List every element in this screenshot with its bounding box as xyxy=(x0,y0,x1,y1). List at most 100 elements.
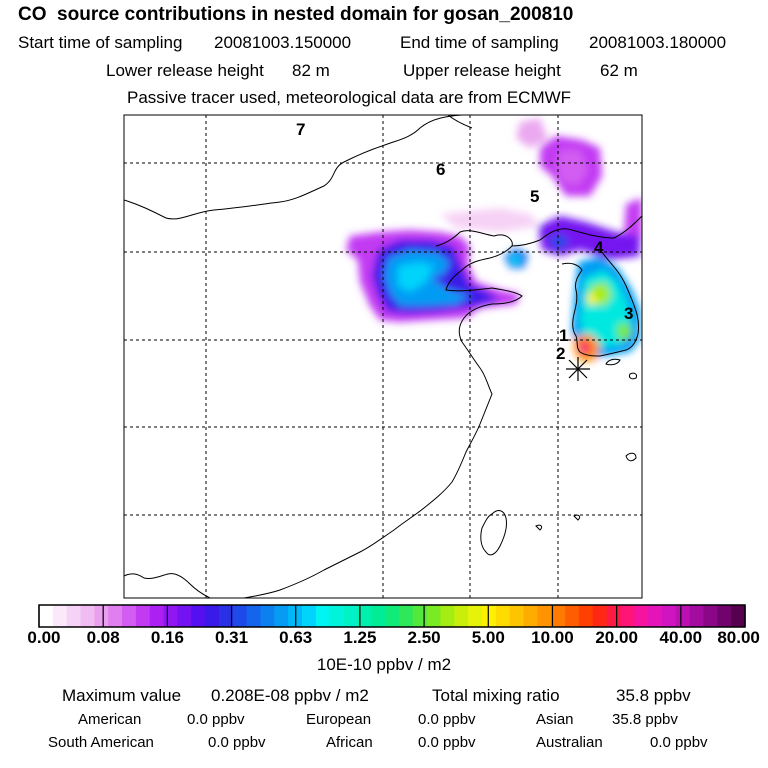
total-mixing-value: 35.8 ppbv xyxy=(616,686,691,705)
lower-release-value: 82 m xyxy=(292,61,330,80)
colorbar-swatch xyxy=(232,605,248,627)
region-american-value: 0.0 ppbv xyxy=(187,711,245,728)
colorbar-swatch xyxy=(661,605,677,627)
colorbar-swatch xyxy=(481,605,497,627)
upper-release-value: 62 m xyxy=(600,61,638,80)
colorbar-swatch xyxy=(731,605,746,627)
colorbar-swatch xyxy=(94,605,109,627)
region-european-label: European xyxy=(306,711,372,728)
colorbar-swatch xyxy=(39,605,54,627)
colorbar-swatch xyxy=(565,605,580,627)
colorbar-swatch xyxy=(260,605,275,627)
region-south-american-label: South American xyxy=(48,734,154,751)
colorbar-swatch xyxy=(315,605,331,627)
region-label-7: 7 xyxy=(296,120,305,139)
colorbar-swatch xyxy=(703,605,718,627)
lower-release-label: Lower release height xyxy=(106,61,264,80)
start-time-value: 20081003.150000 xyxy=(214,33,352,52)
region-label-4: 4 xyxy=(594,238,604,257)
colorbar xyxy=(38,604,746,628)
colorbar-tick-label: 1.25 xyxy=(343,628,377,647)
colorbar-tick-label: 10.00 xyxy=(531,628,574,647)
graticule xyxy=(124,115,642,598)
region-american-label: American xyxy=(78,711,142,728)
max-value-label: Maximum value xyxy=(62,686,182,705)
colorbar-swatch xyxy=(689,605,705,627)
colorbar-tick-label: 80.00 xyxy=(717,628,760,647)
colorbar-swatch xyxy=(163,605,179,627)
colorbar-swatch xyxy=(108,605,123,627)
colorbar-swatch xyxy=(454,605,469,627)
colorbar-swatch xyxy=(218,605,234,627)
region-african-value: 0.0 ppbv xyxy=(418,734,476,751)
colorbar-swatch xyxy=(468,605,483,627)
end-time-value: 20081003.180000 xyxy=(589,33,727,52)
colorbar-tick-label: 0.16 xyxy=(150,628,184,647)
colorbar-swatch xyxy=(66,605,82,627)
colorbar-tick-label: 5.00 xyxy=(471,628,505,647)
colorbar-swatch xyxy=(80,605,95,627)
colorbar-tick-label: 20.00 xyxy=(595,628,638,647)
colorbar-swatch xyxy=(149,605,165,627)
map-frame xyxy=(123,114,643,599)
colorbar-tick-label: 0.00 xyxy=(27,628,61,647)
colorbar-tick-label: 40.00 xyxy=(659,628,703,647)
source-map: 1 2 3 4 5 6 7 xyxy=(123,114,643,599)
region-australian-label: Australian xyxy=(536,734,603,751)
colorbar-swatch xyxy=(398,605,414,627)
colorbar-swatch xyxy=(177,605,192,627)
colorbar-units: 10E-10 ppbv / m2 xyxy=(316,655,452,674)
receptor-marker xyxy=(566,357,590,381)
colorbar-swatch xyxy=(357,605,372,627)
region-european-value: 0.0 ppbv xyxy=(418,711,476,728)
region-asian-label: Asian xyxy=(536,711,574,728)
colorbar-tick-label: 2.50 xyxy=(407,628,441,647)
colorbar-swatch xyxy=(578,605,594,627)
colorbar-swatch xyxy=(385,605,400,627)
region-label-2: 2 xyxy=(556,344,565,363)
region-australian-value: 0.0 ppbv xyxy=(650,734,708,751)
colorbar-swatch xyxy=(191,605,206,627)
colorbar-swatch xyxy=(523,605,538,627)
page-title: CO source contributions in nested domain… xyxy=(18,4,574,25)
colorbar-swatch xyxy=(648,605,663,627)
colorbar-swatch xyxy=(52,605,68,627)
max-value: 0.208E-08 ppbv / m2 xyxy=(211,686,369,705)
coastlines xyxy=(124,115,642,598)
colorbar-swatch xyxy=(495,605,511,627)
region-label-5: 5 xyxy=(530,187,539,206)
colorbar-swatch xyxy=(135,605,151,627)
colorbar-swatch xyxy=(592,605,608,627)
upper-release-label: Upper release height xyxy=(403,61,561,80)
start-time-label: Start time of sampling xyxy=(18,33,183,52)
colorbar-swatch xyxy=(634,605,649,627)
region-african-label: African xyxy=(326,734,373,751)
colorbar-swatch xyxy=(302,605,317,627)
region-label-1: 1 xyxy=(559,326,568,345)
region-asian-value: 35.8 ppbv xyxy=(612,711,678,728)
end-time-label: End time of sampling xyxy=(400,33,559,52)
region-label-3: 3 xyxy=(624,304,633,323)
colorbar-swatch xyxy=(371,605,386,627)
contribution-field xyxy=(346,118,642,362)
colorbar-tick-label: 0.08 xyxy=(86,628,120,647)
colorbar-swatch xyxy=(426,605,442,627)
colorbar-frame xyxy=(38,604,746,628)
colorbar-swatch xyxy=(440,605,455,627)
colorbar-swatch xyxy=(412,605,428,627)
colorbar-swatch xyxy=(122,605,137,627)
colorbar-swatch xyxy=(329,605,345,627)
colorbar-swatch xyxy=(274,605,289,627)
region-south-american-value: 0.0 ppbv xyxy=(208,734,266,751)
colorbar-swatch xyxy=(717,605,732,627)
colorbar-swatch xyxy=(509,605,525,627)
colorbar-swatch xyxy=(606,605,622,627)
colorbar-tick-label: 0.31 xyxy=(214,628,249,647)
colorbar-tick-label: 0.63 xyxy=(279,628,313,647)
colorbar-swatch xyxy=(551,605,566,627)
colorbar-swatch xyxy=(675,605,691,627)
colorbar-swatch xyxy=(620,605,635,627)
colorbar-swatch xyxy=(343,605,358,627)
colorbar-swatch xyxy=(537,605,552,627)
region-label-6: 6 xyxy=(436,160,445,179)
